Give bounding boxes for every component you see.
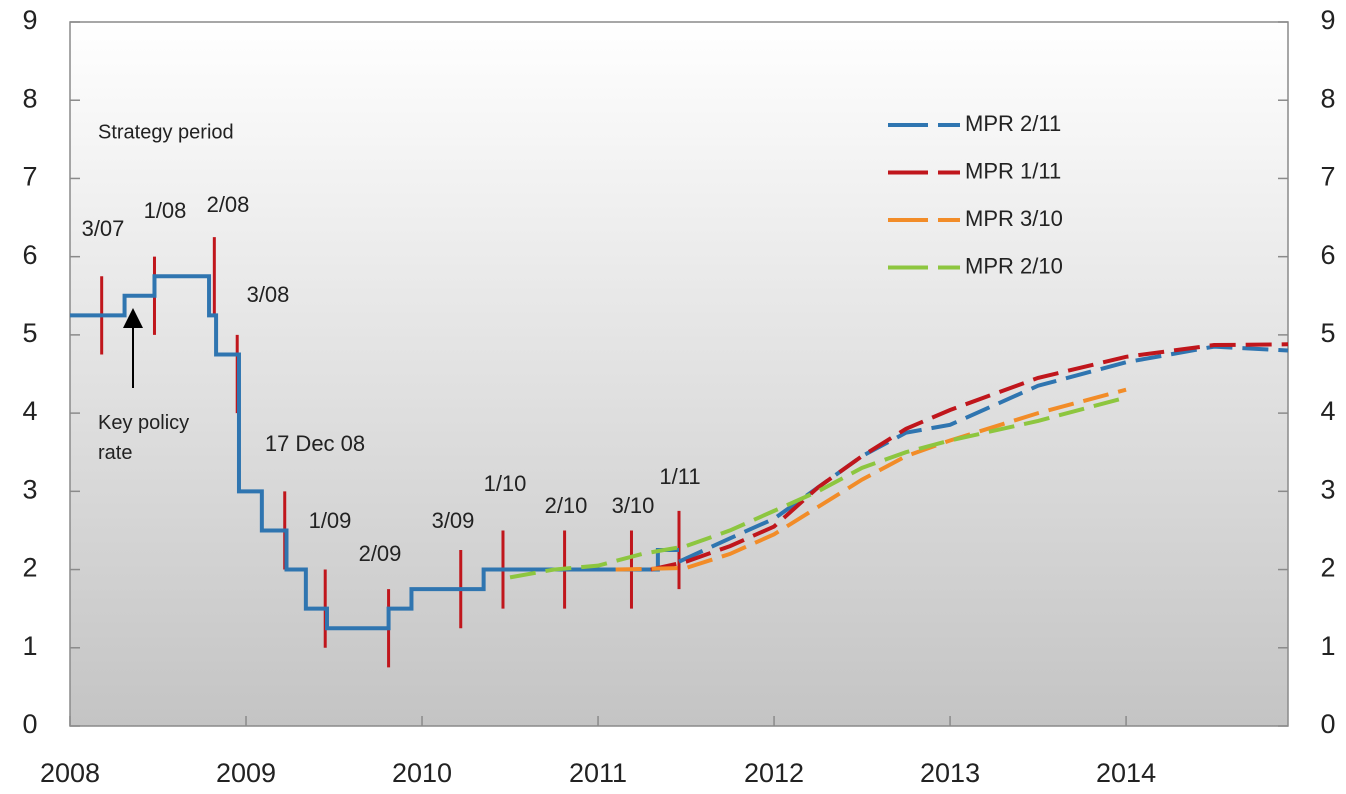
y2-tick-label: 4 <box>1320 396 1335 426</box>
report-label: 3/09 <box>432 508 475 533</box>
y-tick-label: 8 <box>22 83 37 113</box>
report-label: 1/10 <box>484 471 527 496</box>
y-tick-label: 7 <box>22 162 37 192</box>
y2-tick-label: 3 <box>1320 474 1335 504</box>
report-label: 1/09 <box>309 508 352 533</box>
forecast-line <box>650 342 1289 572</box>
report-label: 2/10 <box>545 493 588 518</box>
y2-tick-label: 5 <box>1320 318 1335 348</box>
y2-tick-label: 7 <box>1320 162 1335 192</box>
x-tick-label: 2014 <box>1096 758 1156 788</box>
annotation: Strategy period <box>98 121 234 143</box>
y-tick-label: 6 <box>22 240 37 270</box>
y-tick-label: 1 <box>22 631 37 661</box>
x-tick-label: 2010 <box>392 758 452 788</box>
report-label: 3/07 <box>82 216 125 241</box>
y2-tick-label: 8 <box>1320 83 1335 113</box>
y-tick-label: 3 <box>22 474 37 504</box>
policy-rate-line <box>70 274 679 631</box>
x-tick-label: 2008 <box>40 758 100 788</box>
y2-tick-label: 1 <box>1320 631 1335 661</box>
y2-tick-label: 9 <box>1320 5 1335 35</box>
y2-tick-label: 6 <box>1320 240 1335 270</box>
forecast-line <box>678 344 1289 564</box>
y-tick-label: 9 <box>22 5 37 35</box>
plot-area <box>69 21 1289 727</box>
x-tick-label: 2009 <box>216 758 276 788</box>
report-label: 2/09 <box>359 541 402 566</box>
y-tick-label: 0 <box>22 709 37 739</box>
y-tick-label: 5 <box>22 318 37 348</box>
report-label: 2/08 <box>207 192 250 217</box>
y-tick-label: 2 <box>22 553 37 583</box>
y-tick-label: 4 <box>22 396 37 426</box>
x-tick-label: 2012 <box>744 758 804 788</box>
annotation: Key policy rate <box>98 412 190 464</box>
y2-tick-label: 0 <box>1320 709 1335 739</box>
report-label: 1/08 <box>144 198 187 223</box>
report-label: 3/08 <box>247 282 290 307</box>
forecast-line <box>509 395 1127 580</box>
legend-label: MPR 2/10 <box>965 253 1063 278</box>
report-label: 17 Dec 08 <box>265 431 365 456</box>
legend-label: MPR 3/10 <box>965 206 1063 231</box>
legend-label: MPR 1/11 <box>965 158 1061 183</box>
y2-tick-label: 2 <box>1320 553 1335 583</box>
x-tick-label: 2011 <box>569 758 627 788</box>
legend-label: MPR 2/11 <box>965 111 1061 136</box>
forecast-line <box>615 387 1127 572</box>
x-tick-label: 2013 <box>920 758 980 788</box>
report-label: 3/10 <box>612 493 655 518</box>
report-label: 1/11 <box>659 464 700 489</box>
